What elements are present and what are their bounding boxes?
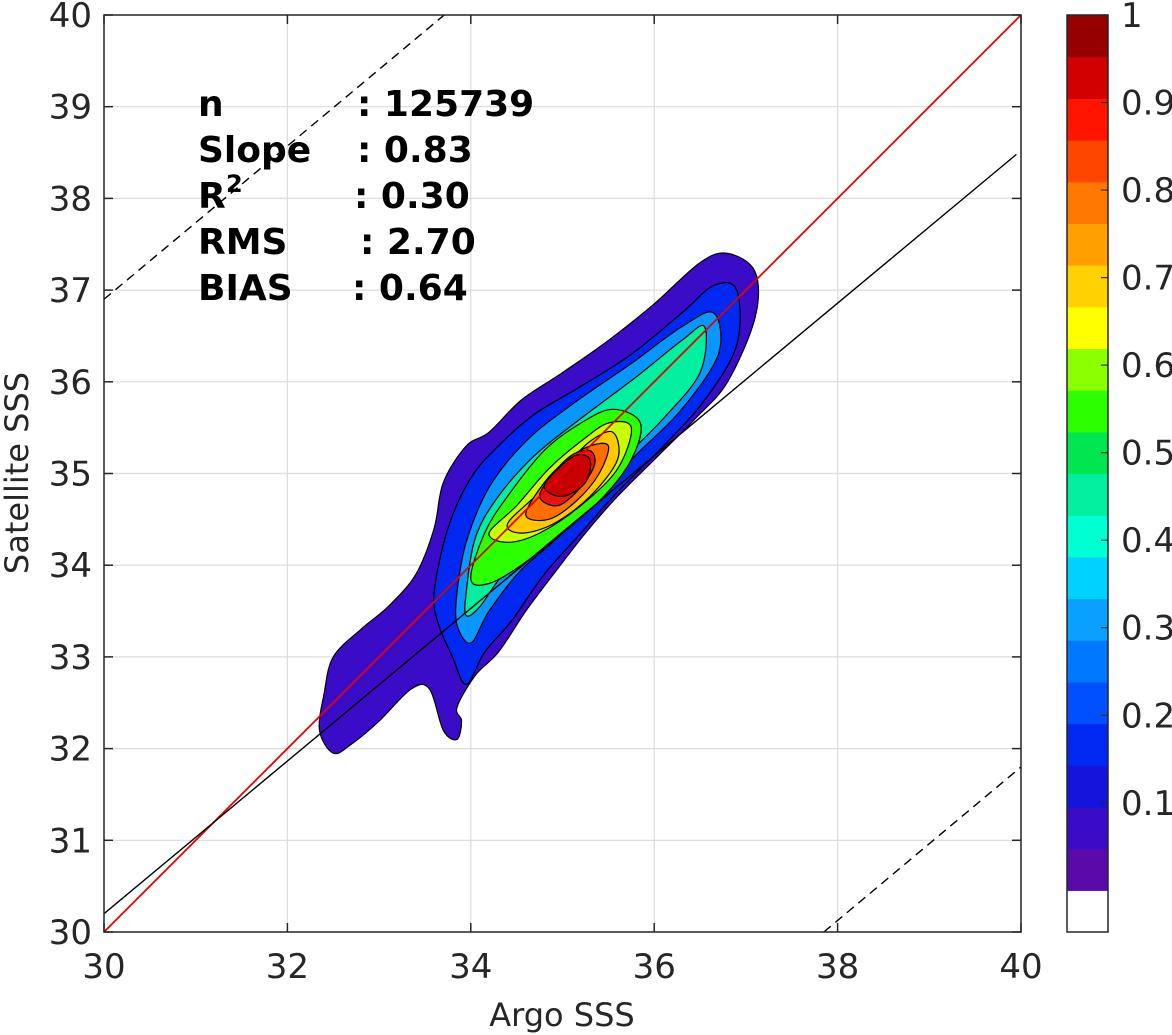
y-tick-label: 34 [49,546,92,586]
colorbar-segment [1067,265,1108,308]
stat-name: n [198,84,224,125]
colorbar-segment [1067,848,1108,891]
stat-value: : 0.83 [357,130,473,171]
colorbar-tick-label: 0.2 [1121,696,1172,736]
reference-lines [104,15,1021,932]
x-tick-label: 34 [449,947,492,987]
colorbar-tick-label: 0.4 [1121,521,1172,561]
x-tick-label: 30 [82,947,125,987]
colorbar-segment [1067,723,1108,766]
stat-value: : 0.30 [354,176,470,217]
stat-name: BIAS [198,268,293,309]
colorbar-tick-label: 1 [1121,0,1143,36]
colorbar-segment [1067,348,1108,391]
colorbar-frame [1066,14,1109,933]
colorbar-segment [1067,390,1108,433]
colorbar-tick-label: 0.6 [1121,346,1172,386]
dashed-lower-line [823,766,1021,932]
colorbar-tick-label: 0.7 [1121,259,1172,299]
colorbar-segment [1067,556,1108,600]
stat-value: : 125739 [357,84,534,125]
colorbar-segment [1067,140,1108,183]
regression-line [104,153,1017,915]
stat-name: R [198,176,226,217]
y-tick-label: 37 [49,271,92,311]
y-tick-label: 38 [49,179,92,219]
one-to-one-line [104,15,1021,932]
colorbar-segment [1067,598,1108,641]
x-tick-label: 40 [999,947,1042,987]
stats-annotation: n : 125739 Slope : 0.83 R 2 : 0.30 RMS : 2.70 BIA… [198,84,534,309]
colorbar-segment [1067,681,1108,725]
colorbar: 0.1 0.2 0.3 0.4 0.5 0.6 0.7 0.8 0.9 1 [1066,0,1172,933]
y-tick-label: 35 [49,455,92,495]
colorbar-tick-label: 0.5 [1121,434,1172,474]
colorbar-segment [1067,56,1108,99]
x-axis-title: Argo SSS [489,996,634,1034]
colorbar-segment [1067,98,1108,141]
colorbar-segment [1067,181,1108,225]
colorbar-tick-label: 0.9 [1121,84,1172,124]
x-tick-label: 38 [816,947,859,987]
density-contours [318,252,760,755]
y-tick-label: 30 [49,913,92,953]
y-tick-label: 36 [49,363,92,403]
colorbar-segment [1067,765,1108,808]
stat-name: RMS [198,222,287,263]
colorbar-tick-label: 0.8 [1121,171,1172,211]
y-tick-label: 33 [49,638,92,678]
colorbar-segment [1067,306,1108,350]
y-tick-label: 31 [49,821,92,861]
stat-value: : 2.70 [360,222,476,263]
colorbar-tick-label: 0.1 [1121,784,1172,824]
stat-value: : 0.64 [352,268,468,309]
y-axis-title: Satellite SSS [0,372,36,574]
contour-level [543,453,592,498]
colorbar-segment [1067,223,1108,266]
colorbar-tick-label: 0.3 [1121,609,1172,649]
colorbar-segment [1067,806,1108,850]
colorbar-segment [1067,640,1108,683]
stat-superscript: 2 [226,170,243,198]
stat-name: Slope [198,130,311,171]
y-tick-label: 39 [49,88,92,128]
colorbar-segment [1067,890,1108,933]
y-tick-label: 32 [49,730,92,770]
axis-ticks: 30 32 34 36 38 40 30 31 32 33 34 35 36 37 38 39 40 [49,0,1043,987]
colorbar-segment [1067,15,1108,58]
x-tick-label: 32 [266,947,309,987]
y-tick-label: 40 [49,0,92,36]
colorbar-segment [1067,473,1108,516]
colorbar-segment [1067,515,1108,558]
x-tick-label: 36 [633,947,676,987]
